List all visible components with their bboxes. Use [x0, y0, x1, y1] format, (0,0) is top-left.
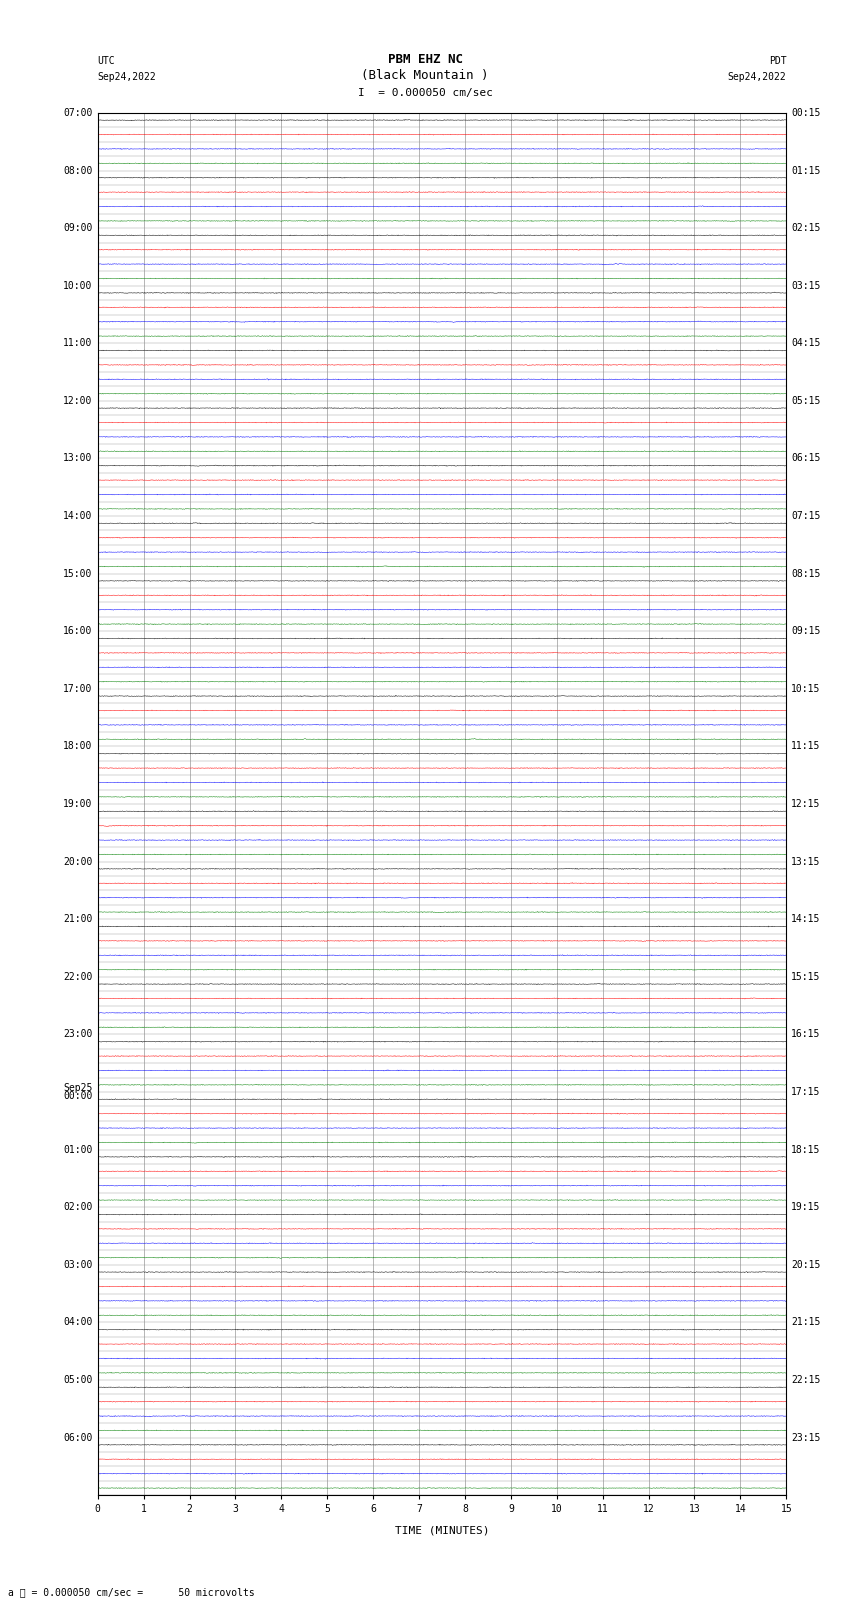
Text: 16:15: 16:15: [791, 1029, 821, 1039]
Text: 11:00: 11:00: [63, 339, 93, 348]
Text: 22:00: 22:00: [63, 973, 93, 982]
Text: 00:15: 00:15: [791, 108, 821, 118]
Text: 17:15: 17:15: [791, 1087, 821, 1097]
Text: 07:15: 07:15: [791, 511, 821, 521]
Text: 15:15: 15:15: [791, 973, 821, 982]
Text: 19:15: 19:15: [791, 1202, 821, 1213]
Text: 16:00: 16:00: [63, 626, 93, 636]
Text: 03:00: 03:00: [63, 1260, 93, 1269]
Text: I  = 0.000050 cm/sec: I = 0.000050 cm/sec: [358, 89, 492, 98]
Text: 13:15: 13:15: [791, 857, 821, 866]
Text: 14:15: 14:15: [791, 915, 821, 924]
Text: 09:15: 09:15: [791, 626, 821, 636]
Text: 07:00: 07:00: [63, 108, 93, 118]
Text: 09:00: 09:00: [63, 223, 93, 234]
Text: 05:00: 05:00: [63, 1374, 93, 1386]
Text: 02:15: 02:15: [791, 223, 821, 234]
Text: 19:00: 19:00: [63, 798, 93, 810]
Text: 18:00: 18:00: [63, 742, 93, 752]
Text: 06:00: 06:00: [63, 1432, 93, 1442]
Text: 06:15: 06:15: [791, 453, 821, 463]
Text: Sep25: Sep25: [63, 1082, 93, 1094]
Text: 13:00: 13:00: [63, 453, 93, 463]
Text: 10:15: 10:15: [791, 684, 821, 694]
Text: 04:15: 04:15: [791, 339, 821, 348]
Text: 10:00: 10:00: [63, 281, 93, 290]
Text: 01:00: 01:00: [63, 1145, 93, 1155]
Text: 12:00: 12:00: [63, 395, 93, 406]
Text: 14:00: 14:00: [63, 511, 93, 521]
Text: 05:15: 05:15: [791, 395, 821, 406]
Text: 22:15: 22:15: [791, 1374, 821, 1386]
Text: 23:15: 23:15: [791, 1432, 821, 1442]
Text: PBM EHZ NC: PBM EHZ NC: [388, 53, 462, 66]
Text: (Black Mountain ): (Black Mountain ): [361, 69, 489, 82]
Text: 08:15: 08:15: [791, 569, 821, 579]
Text: 01:15: 01:15: [791, 166, 821, 176]
Text: 02:00: 02:00: [63, 1202, 93, 1213]
Text: 17:00: 17:00: [63, 684, 93, 694]
Text: 03:15: 03:15: [791, 281, 821, 290]
Text: 12:15: 12:15: [791, 798, 821, 810]
Text: 18:15: 18:15: [791, 1145, 821, 1155]
Text: a ℓ = 0.000050 cm/sec =      50 microvolts: a ℓ = 0.000050 cm/sec = 50 microvolts: [8, 1587, 255, 1597]
Text: 20:00: 20:00: [63, 857, 93, 866]
Text: 04:00: 04:00: [63, 1318, 93, 1327]
Text: PDT: PDT: [768, 56, 786, 66]
Text: Sep24,2022: Sep24,2022: [728, 73, 786, 82]
Text: 00:00: 00:00: [63, 1090, 93, 1102]
Text: 08:00: 08:00: [63, 166, 93, 176]
X-axis label: TIME (MINUTES): TIME (MINUTES): [394, 1526, 490, 1536]
Text: 11:15: 11:15: [791, 742, 821, 752]
Text: Sep24,2022: Sep24,2022: [98, 73, 156, 82]
Text: 21:15: 21:15: [791, 1318, 821, 1327]
Text: 20:15: 20:15: [791, 1260, 821, 1269]
Text: 21:00: 21:00: [63, 915, 93, 924]
Text: UTC: UTC: [98, 56, 116, 66]
Text: 23:00: 23:00: [63, 1029, 93, 1039]
Text: 15:00: 15:00: [63, 569, 93, 579]
